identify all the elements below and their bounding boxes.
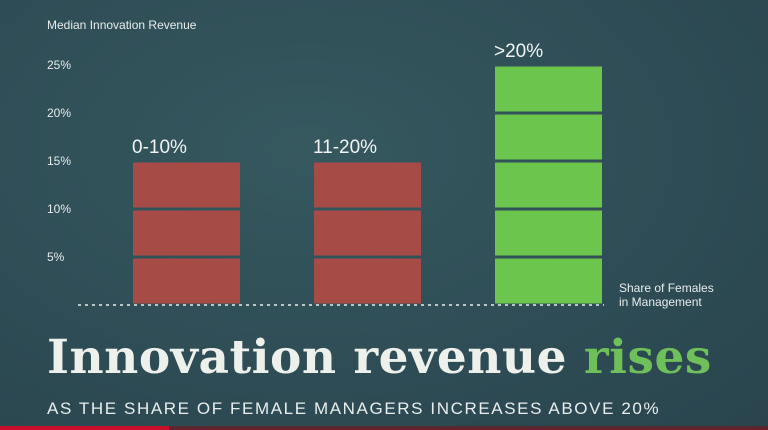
bar-segment: [133, 258, 240, 304]
bar-segment: [314, 162, 421, 208]
headline: Innovation revenue rises: [47, 330, 712, 385]
headline-main: Innovation revenue: [47, 330, 584, 385]
y-axis-title: Median Innovation Revenue: [47, 18, 197, 32]
y-tick-label: 20%: [47, 106, 71, 120]
y-tick-label: 10%: [47, 202, 71, 216]
x-axis-title: Share of Females: [619, 281, 714, 295]
bar-segment: [495, 162, 602, 208]
bar-segment: [133, 210, 240, 256]
category-label: 11-20%: [313, 137, 377, 158]
bar-chart: Median Innovation Revenue 5% 10% 15% 20% 25% 0…: [47, 18, 714, 309]
bar-segment: [495, 114, 602, 160]
y-tick-label: 25%: [47, 58, 71, 72]
bar-segment: [495, 258, 602, 304]
category-label: 0-10%: [132, 137, 187, 158]
y-tick-label: 15%: [47, 154, 71, 168]
bar-segment: [314, 210, 421, 256]
bar-segment: [495, 210, 602, 256]
subheadline: AS THE SHARE OF FEMALE MANAGERS INCREASE…: [47, 399, 661, 418]
y-tick-label: 5%: [47, 250, 65, 264]
headline-accent: rises: [583, 330, 712, 385]
bar-segment: [495, 66, 602, 112]
category-label: >20%: [494, 41, 543, 62]
bar-segment: [133, 162, 240, 208]
bar-segment: [314, 258, 421, 304]
video-progress-bar[interactable]: [0, 426, 768, 430]
x-axis-title: in Management: [619, 295, 702, 309]
video-progress-fill: [0, 426, 169, 430]
